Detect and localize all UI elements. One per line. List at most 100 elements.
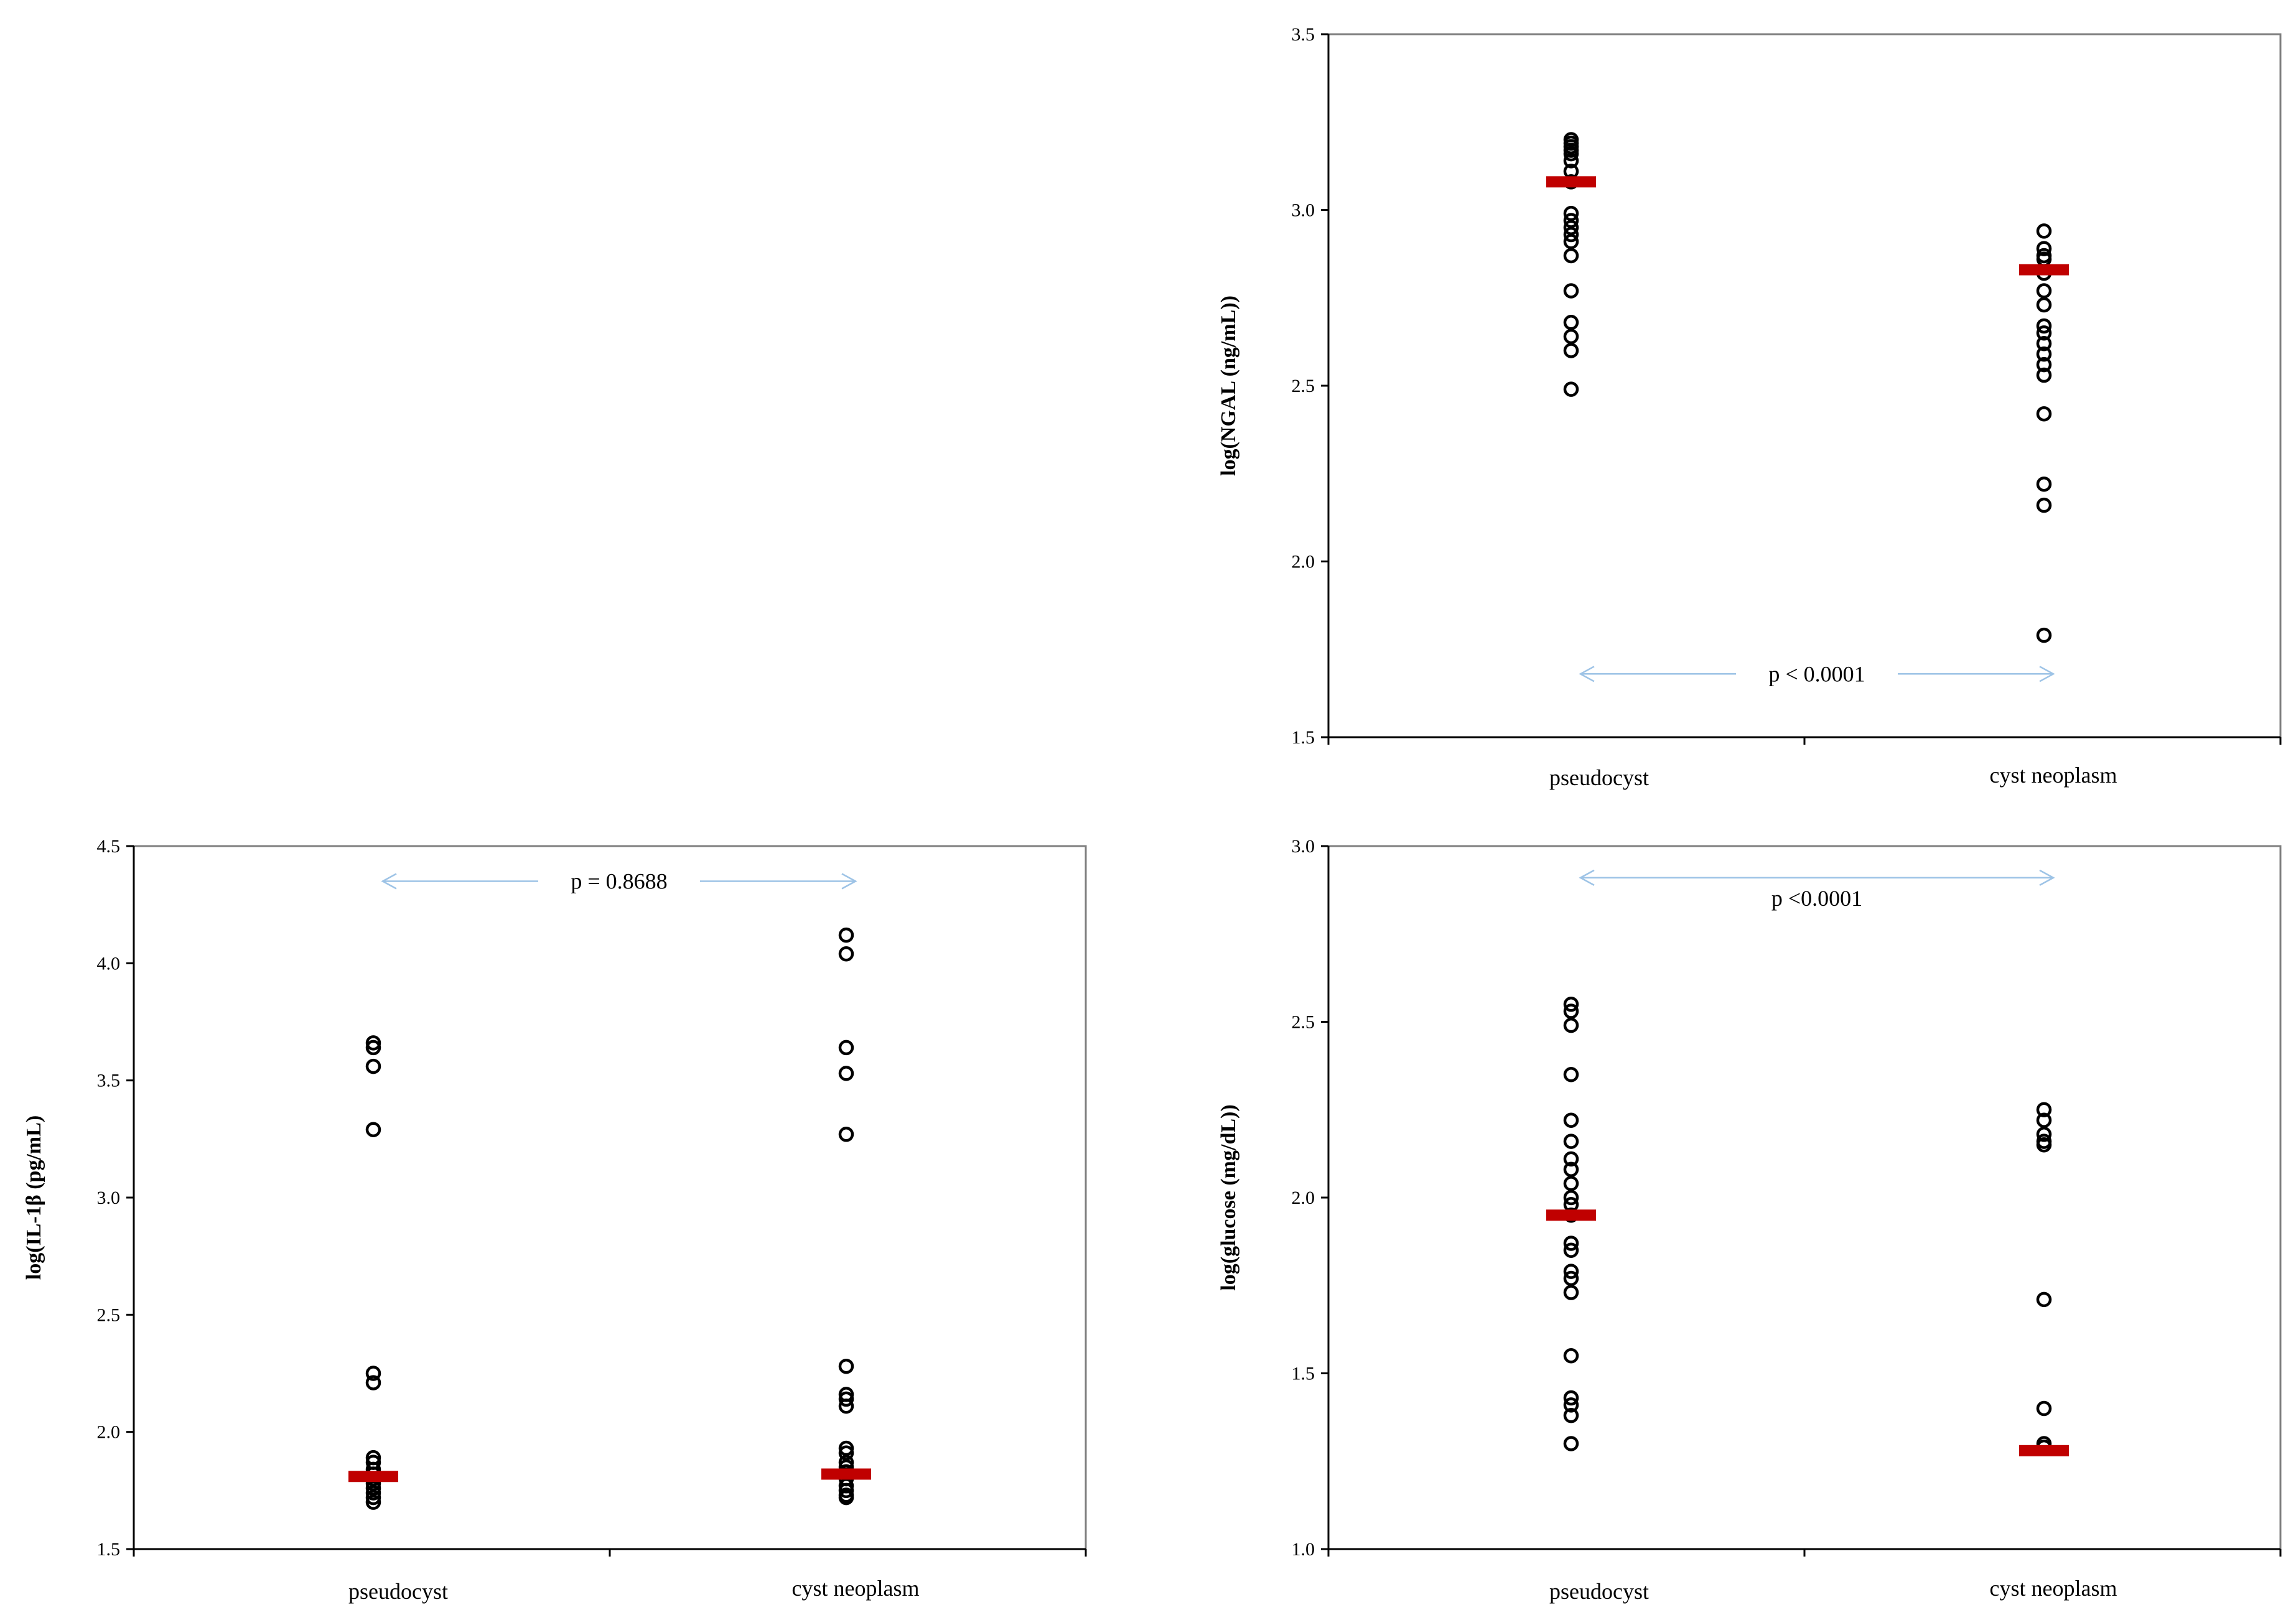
category-label-pseudocyst: pseudocyst	[1549, 765, 1649, 790]
data-point	[365, 1366, 381, 1381]
data-point	[1563, 248, 1579, 264]
arrow-head-right	[2039, 869, 2055, 886]
data-point	[1563, 1390, 1579, 1406]
y-tick-label: 1.5	[97, 1539, 121, 1560]
median-bar	[348, 1471, 398, 1483]
data-point	[1563, 1134, 1579, 1149]
median-bar	[821, 1468, 871, 1480]
median-bar	[1546, 176, 1596, 188]
data-point	[1563, 153, 1579, 169]
data-point	[2036, 1137, 2052, 1153]
y-tick-label: 3.0	[1292, 836, 1315, 857]
data-point	[1563, 1436, 1579, 1451]
y-tick-label: 2.5	[97, 1305, 121, 1325]
chart-ngal: 1.5 2.0 2.5 3.0 3.5 pseudocyst cyst neoplasm lo…	[1217, 24, 2282, 790]
data-point	[1563, 997, 1579, 1012]
data-point	[2036, 346, 2052, 362]
data-point	[2036, 627, 2052, 643]
plot-frame	[1327, 33, 2282, 738]
y-axis-label: log(IL-1β (pg/mL)	[22, 1115, 45, 1280]
data-point	[365, 1375, 381, 1390]
y-tick-label: 4.5	[97, 836, 121, 857]
data-point	[1563, 343, 1579, 358]
data-point	[1563, 1003, 1579, 1019]
data-point	[1563, 213, 1579, 228]
data-point	[1563, 381, 1579, 397]
p-value-annotation: p = 0.8688	[381, 869, 857, 894]
data-point	[838, 1398, 854, 1414]
data-point	[2036, 241, 2052, 256]
data-point	[838, 927, 854, 943]
data-point	[2036, 297, 2052, 313]
data-point	[838, 1358, 854, 1374]
data-point	[838, 1040, 854, 1056]
data-point	[2036, 356, 2052, 373]
data-point	[2036, 406, 2052, 422]
y-tick-label: 2.0	[1292, 1188, 1315, 1208]
p-value-label: p < 0.0001	[1768, 661, 1865, 686]
data-point	[1563, 1264, 1579, 1279]
category-label-cyst-neoplasm: cyst neoplasm	[1990, 1576, 2117, 1601]
data-point	[1563, 205, 1579, 221]
data-point	[1563, 1189, 1579, 1206]
y-tick-label: 3.0	[97, 1188, 121, 1208]
median-bar	[1546, 1209, 1596, 1221]
y-tick-label: 3.0	[1292, 200, 1315, 221]
data-point	[1563, 1242, 1579, 1258]
data-point	[365, 1058, 381, 1074]
data-point	[365, 1485, 381, 1501]
p-value-label: p <0.0001	[1771, 886, 1862, 911]
y-tick-label: 2.5	[1292, 376, 1315, 396]
data-point	[1563, 146, 1579, 162]
y-tick-label: 3.5	[1292, 24, 1315, 45]
p-value-annotation: p <0.0001	[1579, 869, 2055, 911]
y-tick-label: 4.0	[97, 953, 121, 974]
y-tick-label: 2.0	[97, 1422, 121, 1443]
plot-frame	[1327, 845, 2282, 1550]
data-point	[838, 1483, 854, 1499]
y-tick-label: 1.5	[1292, 727, 1315, 748]
data-point	[838, 1127, 854, 1142]
data-point	[1563, 1161, 1579, 1178]
data-point	[1563, 283, 1579, 299]
data-point	[2036, 335, 2052, 351]
data-point	[1563, 1408, 1579, 1423]
y-tick-label: 1.5	[1292, 1364, 1315, 1384]
data-point	[1563, 315, 1579, 330]
data-point	[2036, 476, 2052, 492]
data-point	[2036, 1112, 2052, 1128]
data-point	[2036, 283, 2052, 299]
y-axis-label: log(glucose (mg/dL))	[1217, 1104, 1240, 1290]
data-point	[1563, 1151, 1579, 1167]
data-point	[2036, 367, 2052, 383]
data-point	[2036, 1127, 2052, 1142]
data-point	[2036, 318, 2052, 334]
data-point	[838, 1440, 854, 1456]
data-point	[1563, 226, 1579, 243]
data-point	[838, 1391, 854, 1407]
data-point	[1563, 220, 1579, 235]
data-point	[1563, 1017, 1579, 1033]
chart-glucose: 1.0 1.5 2.0 2.5 3.0 pseudocyst cyst neoplasm lo…	[1217, 836, 2282, 1604]
data-point	[1563, 328, 1579, 345]
y-tick-label: 1.0	[1292, 1539, 1315, 1560]
y-tick-label: 2.5	[1292, 1012, 1315, 1033]
median-bar	[2019, 264, 2069, 276]
data-point	[2036, 1102, 2052, 1117]
category-label-pseudocyst: pseudocyst	[348, 1579, 448, 1604]
arrow-head-left	[381, 873, 397, 890]
median-bar	[2019, 1445, 2069, 1456]
data-point	[1563, 1176, 1579, 1191]
p-value-annotation: p < 0.0001	[1579, 661, 2055, 686]
arrow-head-left	[1579, 869, 1595, 886]
data-point	[365, 1489, 381, 1506]
chart-il1b: 1.5 2.0 2.5 3.0 3.5 4.0 4.5 pseudocyst cyst neop…	[22, 836, 1087, 1604]
plot-frame	[133, 845, 1087, 1550]
category-label-cyst-neoplasm: cyst neoplasm	[1990, 763, 2117, 788]
data-point	[365, 1040, 381, 1056]
data-point	[1563, 1112, 1579, 1128]
arrow-head-right	[841, 873, 857, 890]
data-point	[1563, 1285, 1579, 1300]
category-label-pseudocyst: pseudocyst	[1549, 1579, 1649, 1604]
